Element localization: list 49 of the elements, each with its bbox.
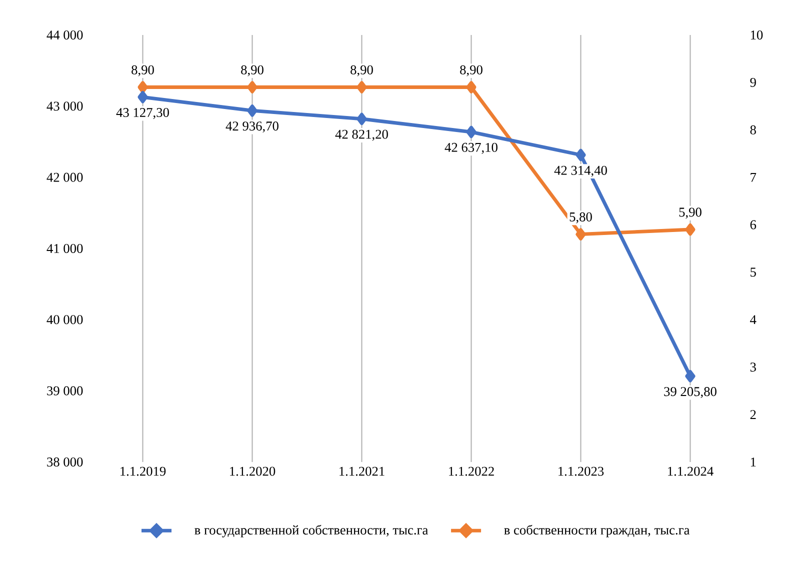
x-tick-label: 1.1.2020 [230, 466, 276, 476]
x-tick-label: 1.1.2023 [558, 466, 604, 476]
point [576, 228, 586, 240]
legend-label: в собственности граждан, тыс.га [504, 524, 690, 538]
y2-tick-label: 8 [750, 125, 756, 134]
y-tick-label: 40 000 [46, 315, 83, 324]
y2-tick-label: 7 [750, 172, 756, 182]
point [247, 104, 258, 117]
point [138, 90, 148, 104]
data-label: 42 314,40 [554, 166, 607, 177]
y-tick-label: 38 000 [47, 457, 83, 466]
y-tick-label: 42 000 [46, 172, 83, 182]
point [685, 370, 696, 382]
y-tick-label: 39 000 [47, 386, 83, 396]
data-label: 42 936,70 [226, 122, 278, 133]
data-label: 8,90 [460, 65, 482, 76]
point [138, 81, 148, 94]
x-tick-label: 1.1.2024 [668, 466, 714, 476]
data-label: 42 637,10 [444, 142, 498, 154]
point [247, 81, 258, 94]
y2-tick-label: 5 [750, 268, 756, 277]
data-label: 5,90 [679, 208, 702, 219]
y-tick-label: 44 000 [46, 30, 83, 40]
point [466, 81, 476, 94]
point [576, 148, 586, 162]
y2-tick-label: 4 [750, 315, 756, 324]
y2-tick-label: 6 [750, 220, 756, 230]
data-label: 8,90 [350, 65, 373, 76]
data-label: 39 205,80 [664, 387, 716, 398]
point [685, 223, 696, 236]
data-label: 5,80 [570, 212, 592, 224]
point [466, 126, 476, 138]
data-label: 8,90 [132, 65, 154, 76]
legend-label: в государственной собственности, тыс.га [194, 524, 428, 538]
point [356, 81, 367, 94]
x-tick-label: 1.1.2019 [120, 466, 166, 476]
y2-tick-label: 2 [750, 410, 756, 419]
y-tick-label: 41 000 [46, 244, 83, 254]
y2-tick-label: 10 [750, 30, 763, 40]
y2-tick-label: 9 [750, 78, 756, 87]
x-tick-label: 1.1.2022 [449, 466, 494, 476]
y2-tick-label: 1 [750, 458, 756, 466]
data-label: 8,90 [241, 65, 264, 76]
x-tick-label: 1.1.2021 [340, 466, 384, 476]
y2-tick-label: 3 [750, 362, 756, 372]
y-tick-label: 43 000 [46, 102, 83, 111]
data-label: 42 821,20 [335, 130, 388, 141]
data-label: 43 127,30 [116, 108, 169, 119]
point [356, 112, 367, 126]
